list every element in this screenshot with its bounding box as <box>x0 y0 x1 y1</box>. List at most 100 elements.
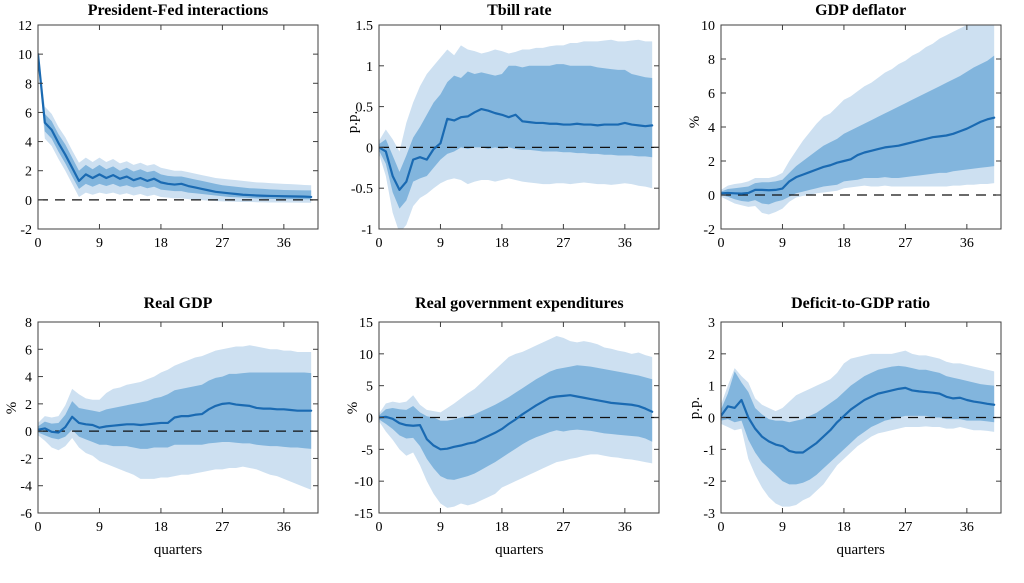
inner-credible-band <box>37 372 312 449</box>
y-tick-label: 6 <box>25 343 32 358</box>
series-group <box>37 52 318 203</box>
tick-marks <box>37 24 318 230</box>
inner-credible-band <box>379 365 653 480</box>
outer-credible-band <box>37 52 312 203</box>
y-tick-label: 0 <box>708 189 715 204</box>
x-tick-label: 27 <box>557 236 571 251</box>
x-tick-label: 0 <box>34 236 41 251</box>
y-tick-label: 4 <box>25 371 32 386</box>
y-tick-label: 2 <box>25 165 32 180</box>
y-tick-label: 2 <box>25 398 32 413</box>
x-tick-label: 36 <box>618 236 632 251</box>
y-tick-label: 0 <box>366 141 373 156</box>
x-tick-label: 36 <box>277 520 291 535</box>
x-tick-label: 9 <box>437 520 444 535</box>
x-tick-label: 0 <box>376 520 383 535</box>
y-tick-label: -1 <box>703 443 715 458</box>
y-tick-label: 12 <box>18 19 32 34</box>
series-group <box>37 345 318 490</box>
x-tick-label: 18 <box>154 520 168 535</box>
inner-credible-band <box>720 365 994 485</box>
y-tick-label: 8 <box>25 77 32 92</box>
panel-gdp-deflator: GDP deflator % 0 9 18 27 36 -2 0 2 4 6 8 10 <box>683 0 1024 290</box>
y-tick-label: 2 <box>708 155 715 170</box>
y-tick-label: 6 <box>25 106 32 121</box>
y-tick-label: 4 <box>25 136 32 151</box>
y-tick-label: -3 <box>703 507 715 522</box>
y-tick-label: 0.5 <box>356 101 373 116</box>
plot-tbill-rate: 0 9 18 27 36 -1 -0.5 0 0.5 1 1.5 <box>351 19 660 251</box>
tick-marks <box>378 321 660 514</box>
x-tick-label: 27 <box>215 236 229 251</box>
x-tick-label: 36 <box>960 520 974 535</box>
panel-real-government-expenditures: Real government expenditures % 0 9 18 27 36-… <box>341 290 682 583</box>
x-tick-label: 27 <box>898 236 912 251</box>
chart-title: President-Fed interactions <box>87 2 269 19</box>
plot-real-government-expenditures: 0 9 18 27 36 -15 -10 -5 0 5 10 15 <box>355 316 660 535</box>
y-tick-label: -0.5 <box>351 182 373 197</box>
axes-frame <box>378 24 660 230</box>
y-tick-label: 2 <box>708 348 715 363</box>
y-tick-label: -2 <box>20 452 32 467</box>
y-tick-label: 0 <box>366 412 373 427</box>
y-tick-label: 15 <box>359 316 373 331</box>
chart-title: GDP deflator <box>815 2 907 19</box>
tick-marks <box>37 321 318 514</box>
y-tick-label: 4 <box>708 121 715 136</box>
y-tick-label: 10 <box>701 19 715 34</box>
y-tick-label: -2 <box>20 223 32 238</box>
y-tick-label: 6 <box>708 87 715 102</box>
axes-frame <box>37 321 319 514</box>
y-tick-label: -6 <box>20 507 32 522</box>
plot-real-gdp: 0 9 18 27 36 -6 -4 -2 0 2 4 6 8 <box>20 316 319 535</box>
y-tick-label: -15 <box>355 507 374 522</box>
y-tick-label: 10 <box>359 348 373 363</box>
y-tick-label: 0 <box>708 412 715 427</box>
x-tick-label: 0 <box>717 520 724 535</box>
chart-title: Real GDP <box>143 295 213 312</box>
tick-labels: 0 9 18 27 36 -6 -4 -2 0 2 4 6 8 <box>20 316 291 535</box>
x-tick-label: 9 <box>96 520 103 535</box>
y-tick-label: 0 <box>25 194 32 209</box>
y-tick-label: 1 <box>708 380 715 395</box>
y-tick-label: -2 <box>703 475 715 490</box>
y-tick-label: 0 <box>25 425 32 440</box>
series-group <box>720 350 1001 507</box>
median-line <box>37 402 313 434</box>
axes-frame <box>378 321 660 514</box>
median-line <box>720 116 995 195</box>
y-tick-label: 8 <box>25 316 32 331</box>
y-tick-label: 10 <box>18 48 32 63</box>
x-axis-label: quarters <box>153 542 203 558</box>
median-line <box>379 107 654 191</box>
x-tick-label: 18 <box>154 236 168 251</box>
inner-credible-band <box>379 64 653 209</box>
x-tick-label: 0 <box>717 236 724 251</box>
x-tick-label: 0 <box>34 520 41 535</box>
tick-labels: 0 9 18 27 36 -15 -10 -5 0 5 10 15 <box>355 316 633 535</box>
y-tick-label: 1.5 <box>356 19 373 34</box>
axes-frame <box>37 24 319 230</box>
chart-title: Real government expenditures <box>415 295 624 312</box>
series-group <box>720 25 1001 215</box>
x-tick-label: 18 <box>495 236 509 251</box>
tick-marks <box>720 321 1001 514</box>
x-tick-label: 9 <box>437 236 444 251</box>
x-tick-label: 18 <box>837 236 851 251</box>
plot-deficit-to-gdp-ratio: 0 9 18 27 36 -3 -2 -1 0 1 2 3 <box>703 316 1002 535</box>
chart-title: Tbill rate <box>487 2 552 19</box>
inner-credible-band <box>37 53 312 200</box>
y-tick-label: 1 <box>366 60 373 75</box>
y-tick-label: -5 <box>362 443 374 458</box>
y-tick-label: -10 <box>355 475 374 490</box>
x-tick-label: 9 <box>779 236 786 251</box>
y-tick-label: 3 <box>708 316 715 331</box>
tick-labels: 0 9 18 27 36 -1 -0.5 0 0.5 1 1.5 <box>351 19 632 251</box>
median-line <box>720 386 995 454</box>
x-tick-label: 36 <box>960 236 974 251</box>
